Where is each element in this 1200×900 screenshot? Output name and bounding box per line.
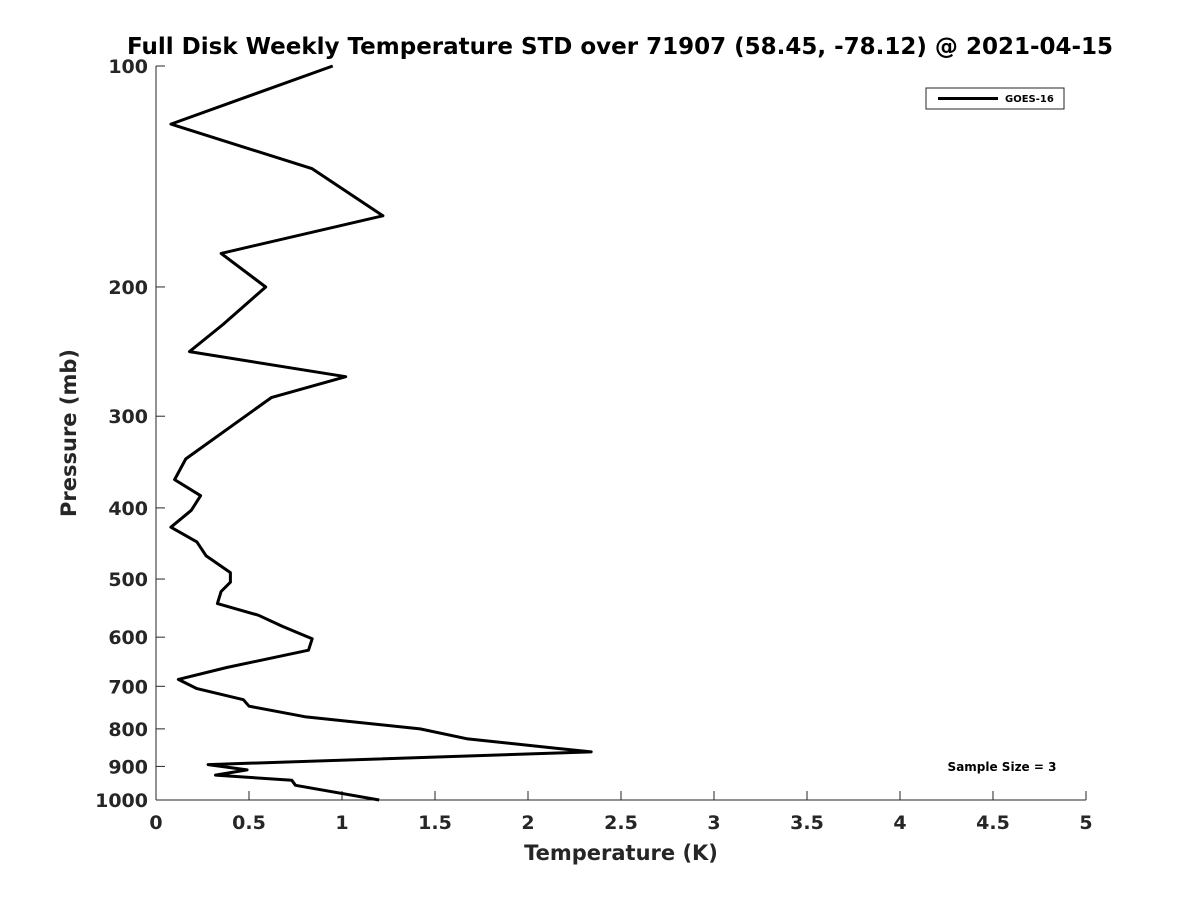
x-tick-label: 1.5 xyxy=(418,812,452,834)
y-tick-label: 900 xyxy=(108,756,148,778)
tick-labels: 0 0.5 1 1.5 2 2.5 3 3.5 4 4.5 5 100 200 300 400 500 600 7… xyxy=(95,56,1093,834)
x-tick-label: 1 xyxy=(335,812,348,834)
axes xyxy=(155,66,1086,801)
sample-size-annotation: Sample Size = 3 xyxy=(948,760,1057,774)
x-axis-label: Temperature (K) xyxy=(524,841,718,865)
chart-title: Full Disk Weekly Temperature STD over 71… xyxy=(127,34,1113,60)
x-tick-label: 3.5 xyxy=(790,812,824,834)
legend[interactable]: GOES-16 xyxy=(925,87,1065,110)
x-tick-label: 0 xyxy=(149,812,162,834)
y-tick-label: 1000 xyxy=(95,790,148,812)
y-tick-label: 400 xyxy=(108,498,148,520)
tick-marks xyxy=(155,65,1087,801)
y-tick-label: 300 xyxy=(108,406,148,428)
y-tick-label: 200 xyxy=(108,277,148,299)
y-tick-label: 600 xyxy=(108,627,148,649)
y-tick-label: 500 xyxy=(108,569,148,591)
series-layer xyxy=(169,64,593,802)
legend-label-goes-16: GOES-16 xyxy=(1005,94,1054,105)
x-tick-label: 2.5 xyxy=(604,812,638,834)
y-tick-label: 800 xyxy=(108,719,148,741)
y-tick-label: 700 xyxy=(108,676,148,698)
y-tick-label: 100 xyxy=(108,56,148,78)
x-tick-label: 4.5 xyxy=(976,812,1010,834)
x-tick-label: 4 xyxy=(893,812,906,834)
x-tick-label: 2 xyxy=(521,812,534,834)
x-tick-label: 0.5 xyxy=(232,812,266,834)
x-tick-label: 5 xyxy=(1079,812,1092,834)
series-line-goes-16 xyxy=(169,64,593,802)
y-axis-label: Pressure (mb) xyxy=(57,349,81,517)
x-tick-label: 3 xyxy=(707,812,720,834)
